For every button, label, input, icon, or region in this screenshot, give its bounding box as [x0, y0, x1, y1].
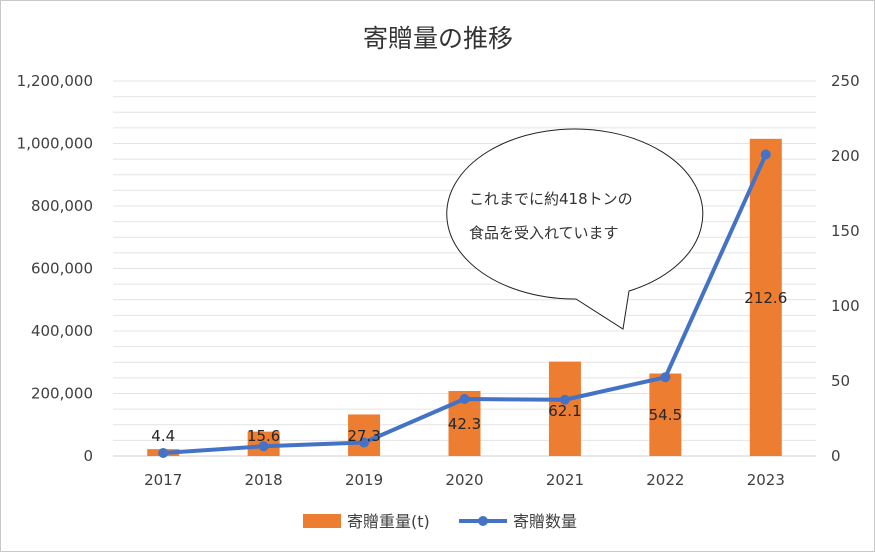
legend-line-label: 寄贈数量	[513, 512, 577, 531]
left-axis-tick-label: 800,000	[31, 197, 93, 215]
x-axis-tick-label: 2023	[747, 471, 785, 489]
line-point	[158, 448, 169, 458]
data-label: 42.3	[448, 415, 481, 433]
speech-bubble-callout: これまでに約418トンの 食品を受入れています	[446, 128, 704, 330]
x-axis-ticks: 2017 2018 2019 2020 2021 2022 2023	[144, 471, 785, 489]
line-point	[660, 372, 671, 383]
data-label: 54.5	[649, 406, 682, 424]
bar	[749, 138, 782, 456]
right-axis-tick-label: 250	[831, 72, 860, 90]
x-axis-tick-label: 2020	[445, 471, 483, 489]
legend: 寄贈重量(t) 寄贈数量	[303, 512, 577, 531]
line-point	[559, 394, 570, 405]
chart-title: 寄贈量の推移	[363, 24, 513, 53]
data-label: 27.3	[347, 427, 380, 445]
left-axis-tick-label: 0	[83, 447, 93, 465]
legend-bar-label: 寄贈重量(t)	[347, 512, 430, 531]
bar	[649, 373, 682, 456]
right-axis-tick-label: 100	[831, 297, 860, 315]
callout-line-2: 食品を受入れています	[469, 224, 619, 242]
x-axis-tick-label: 2019	[345, 471, 383, 489]
x-axis-tick-label: 2021	[546, 471, 584, 489]
line-point	[760, 149, 771, 160]
line-series	[158, 149, 771, 458]
data-label: 15.6	[247, 427, 280, 445]
right-axis-tick-label: 150	[831, 222, 860, 240]
data-label: 212.6	[744, 289, 787, 307]
callout-shape	[446, 128, 704, 330]
right-axis-tick-label: 50	[831, 372, 850, 390]
right-axis-ticks: 0 50 100 150 200 250	[831, 72, 860, 465]
bar-series	[147, 138, 782, 456]
data-labels: 4.4 15.6 27.3 42.3 62.1 54.5 212.6	[151, 289, 787, 445]
bar	[348, 414, 381, 456]
legend-line-marker	[478, 516, 488, 526]
legend-bar-swatch	[303, 514, 341, 528]
left-axis-tick-label: 600,000	[31, 260, 93, 278]
left-axis-ticks: 0 200,000 400,000 600,000 800,000 1,000,000 1,…	[17, 72, 93, 465]
x-axis-tick-label: 2018	[245, 471, 283, 489]
data-label: 62.1	[548, 402, 581, 420]
left-axis-tick-label: 400,000	[31, 322, 93, 340]
callout-line-1: これまでに約418トンの	[469, 190, 633, 208]
line-point	[459, 394, 470, 404]
x-axis-tick-label: 2017	[144, 471, 182, 489]
line-point	[359, 437, 370, 448]
data-label: 4.4	[151, 427, 175, 445]
left-axis-tick-label: 1,200,000	[17, 72, 93, 90]
bar	[548, 361, 581, 456]
left-axis-tick-label: 200,000	[31, 385, 93, 403]
right-axis-tick-label: 0	[831, 447, 841, 465]
left-axis-tick-label: 1,000,000	[17, 135, 93, 153]
right-axis-tick-label: 200	[831, 147, 860, 165]
line-point	[258, 441, 269, 452]
x-axis-tick-label: 2022	[646, 471, 684, 489]
